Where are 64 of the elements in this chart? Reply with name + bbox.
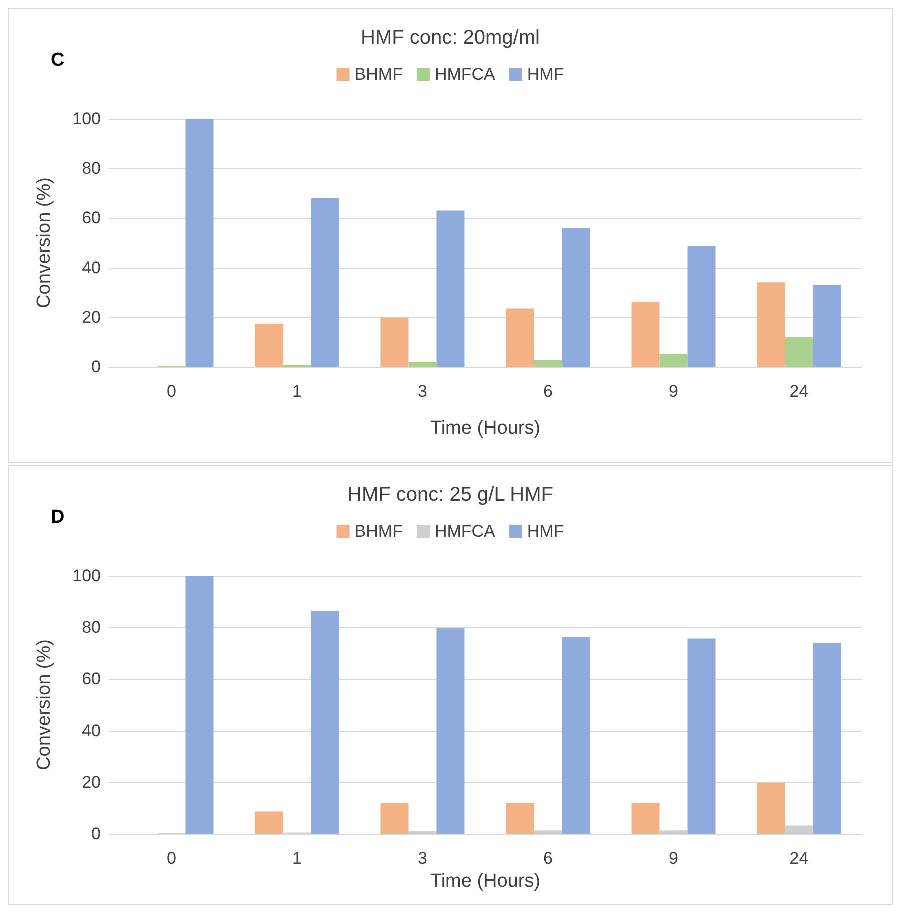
bar — [688, 246, 716, 367]
x-tick-label: 3 — [418, 382, 428, 401]
x-tick-label: 24 — [790, 382, 809, 401]
x-tick-label: 3 — [418, 849, 428, 868]
bar — [562, 637, 590, 834]
bar — [632, 302, 660, 367]
y-tick-label: 20 — [82, 308, 101, 327]
x-tick-label: 6 — [544, 382, 553, 401]
chart-title: HMF conc: 25 g/L HMF — [348, 484, 554, 506]
x-tick-label: 1 — [292, 849, 302, 868]
bar — [255, 324, 284, 367]
bar — [436, 210, 465, 367]
bar — [436, 628, 465, 834]
y-tick-label: 0 — [92, 358, 101, 376]
x-tick-label: 6 — [544, 849, 553, 868]
y-tick-label: 80 — [82, 618, 101, 638]
bar — [506, 803, 534, 834]
bar — [380, 803, 409, 834]
legend-label: HMF — [527, 522, 564, 541]
bar — [757, 782, 786, 834]
y-tick-label: 60 — [82, 208, 101, 228]
text: C — [51, 50, 65, 71]
y-tick-label: 40 — [82, 258, 101, 278]
x-tick-label: 9 — [669, 849, 678, 868]
bar — [186, 576, 214, 834]
x-tick-label: 24 — [790, 849, 809, 868]
bar — [311, 198, 340, 367]
text: D — [51, 507, 65, 528]
bar — [813, 285, 842, 367]
bar — [688, 638, 716, 834]
y-tick-label: 100 — [72, 566, 101, 586]
bar — [255, 812, 284, 834]
legend-label: HMFCA — [434, 522, 496, 541]
y-axis-title: Conversion (%) — [34, 640, 55, 770]
bar — [534, 360, 562, 367]
y-tick-label: 100 — [72, 110, 101, 128]
legend-label: HMF — [527, 65, 564, 84]
bar — [380, 318, 409, 367]
bar — [408, 362, 437, 367]
bar — [506, 308, 534, 367]
legend-label: BHMF — [354, 65, 403, 84]
y-tick-label: 60 — [82, 670, 101, 689]
y-tick-label: 20 — [82, 772, 101, 792]
y-axis-title: Conversion (%) — [34, 178, 55, 308]
x-tick-label: 1 — [292, 382, 302, 401]
bar — [785, 337, 814, 367]
x-axis-title: Time (Hours) — [430, 870, 541, 892]
y-tick-label: 0 — [92, 824, 101, 844]
x-axis-title: Time (Hours) — [430, 418, 541, 439]
bar — [632, 803, 660, 834]
x-tick-label: 9 — [669, 382, 678, 401]
y-tick-label: 40 — [82, 721, 101, 740]
bar — [186, 119, 214, 367]
bar — [311, 611, 340, 834]
y-tick-label: 80 — [82, 159, 101, 178]
chart-title: HMF conc: 20mg/ml — [361, 27, 540, 49]
bar — [660, 354, 688, 367]
x-tick-label: 0 — [167, 382, 176, 401]
legend-label: BHMF — [354, 522, 403, 541]
bar — [813, 643, 842, 834]
x-tick-label: 0 — [167, 849, 176, 868]
legend-label: HMFCA — [434, 65, 496, 84]
bar — [562, 228, 590, 367]
bar — [757, 282, 786, 367]
